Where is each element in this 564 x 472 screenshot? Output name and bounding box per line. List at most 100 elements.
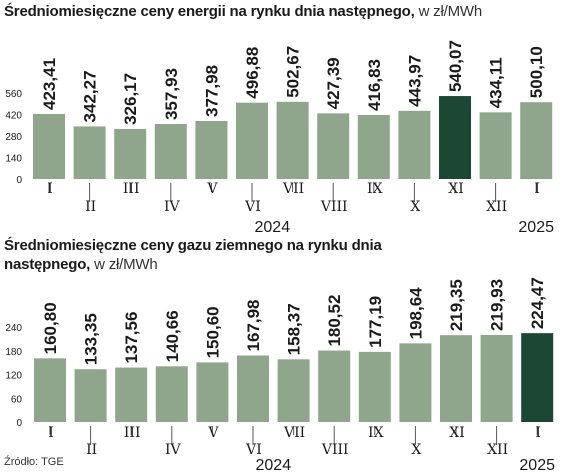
gas-month-label: IV xyxy=(165,442,182,458)
energy-value-label: 357,93 xyxy=(162,68,181,120)
gas-month-label: XI xyxy=(449,425,465,441)
gas-bar xyxy=(277,359,310,422)
gas-value-label: 219,35 xyxy=(447,279,466,331)
energy-y-tick-label: 280 xyxy=(5,132,22,143)
chart-1-title-unit: w zł/MWh xyxy=(414,3,483,20)
energy-bar xyxy=(73,126,106,179)
gas-month-label: VI xyxy=(245,442,262,458)
energy-bars xyxy=(33,96,553,179)
gas-value-label: 180,52 xyxy=(325,295,344,347)
energy-value-label: 377,98 xyxy=(202,65,221,117)
energy-month-label: IX xyxy=(367,181,383,197)
gas-value-label: 140,66 xyxy=(163,310,182,362)
gas-bar xyxy=(521,333,554,422)
energy-bar xyxy=(520,102,553,179)
gas-y-tick-label: 60 xyxy=(11,394,23,405)
gas-year-label: 2024 xyxy=(256,457,292,472)
gas-month-label: I xyxy=(48,425,54,441)
energy-bar xyxy=(439,96,471,179)
energy-bar xyxy=(154,124,187,179)
gas-month-label: II xyxy=(86,442,97,458)
energy-month-label: III xyxy=(123,181,140,197)
chart-2-title: Średniomiesięczne ceny gazu ziemnego na … xyxy=(4,236,424,274)
gas-bar xyxy=(399,343,432,422)
energy-value-label: 423,41 xyxy=(40,58,59,110)
energy-bar xyxy=(114,128,147,179)
energy-value-labels: 423,41 342,27 326,17 357,93 377,98 496,88 502,… xyxy=(40,40,546,125)
energy-value-label: 427,39 xyxy=(324,57,343,109)
gas-month-label: VIII xyxy=(321,442,349,458)
gas-bar xyxy=(196,362,229,422)
energy-bar xyxy=(357,114,390,179)
gas-value-label: 167,98 xyxy=(244,300,263,352)
energy-value-label: 502,67 xyxy=(284,46,303,98)
chart-1-title: Średniomiesięczne ceny energii na rynku … xyxy=(4,2,560,21)
gas-value-label: 198,64 xyxy=(406,287,425,340)
energy-y-axis: 0 140 280 420 560 xyxy=(5,89,22,186)
energy-month-label: IV xyxy=(164,199,181,215)
energy-y-tick-label: 420 xyxy=(5,111,22,122)
energy-value-label: 326,17 xyxy=(121,73,140,125)
source-note: Źródło: TGE xyxy=(4,456,64,468)
gas-year-label: 2025 xyxy=(519,457,555,472)
gas-month-label: V xyxy=(207,425,219,441)
gas-value-label: 133,35 xyxy=(82,313,101,365)
gas-y-tick-label: 180 xyxy=(5,347,22,358)
gas-bar xyxy=(74,369,107,422)
energy-month-label: X xyxy=(410,199,420,215)
energy-bar xyxy=(236,102,268,179)
energy-bar xyxy=(479,112,512,179)
gas-y-tick-label: 240 xyxy=(5,323,22,334)
energy-year-label: 2025 xyxy=(518,219,554,236)
energy-month-label: II xyxy=(85,199,96,215)
chart-2-title-main: Średniomiesięczne ceny gazu ziemnego na … xyxy=(4,237,382,273)
energy-y-tick-label: 0 xyxy=(16,175,22,186)
energy-month-label: I xyxy=(47,181,53,197)
energy-y-tick-label: 140 xyxy=(5,154,22,165)
energy-month-label: V xyxy=(206,181,218,197)
gas-bar xyxy=(480,334,513,422)
energy-year-label: 2024 xyxy=(255,219,291,236)
chart-2-title-unit: w zł/MWh xyxy=(90,256,158,273)
chart-1-title-main: Średniomiesięczne ceny energii na rynku … xyxy=(4,3,415,20)
gas-y-axis: 0 60 120 180 240 xyxy=(5,323,22,429)
gas-bar xyxy=(237,355,269,422)
gas-month-label: III xyxy=(124,425,141,441)
gas-bar xyxy=(358,351,391,422)
energy-month-label: VIII xyxy=(320,199,348,215)
gas-month-label: IX xyxy=(368,425,384,441)
gas-bars xyxy=(34,333,554,422)
energy-value-label: 434,11 xyxy=(487,57,506,108)
energy-month-label: XII xyxy=(486,199,507,215)
gas-value-label: 160,80 xyxy=(41,302,60,354)
energy-month-label: VII xyxy=(282,181,304,197)
energy-bar xyxy=(276,101,309,179)
energy-month-label: I xyxy=(534,181,540,197)
energy-y-tick-label: 560 xyxy=(5,89,22,100)
energy-bar xyxy=(398,110,431,179)
energy-bar xyxy=(33,113,65,179)
gas-y-tick-label: 0 xyxy=(16,418,22,429)
energy-bar xyxy=(317,113,350,179)
gas-bar xyxy=(318,350,351,422)
gas-month-label: VII xyxy=(283,425,305,441)
gas-bar xyxy=(115,367,148,422)
gas-month-label: X xyxy=(411,442,421,458)
gas-bar xyxy=(34,358,66,422)
energy-price-chart: 423,41 342,27 326,17 357,93 377,98 496,88 502,… xyxy=(5,40,554,236)
energy-value-label: 496,88 xyxy=(243,47,262,99)
gas-bar xyxy=(155,366,188,422)
energy-value-label: 443,97 xyxy=(405,55,424,107)
gas-y-tick-label: 120 xyxy=(5,371,22,382)
gas-value-label: 158,37 xyxy=(285,303,304,355)
energy-value-label: 540,07 xyxy=(446,40,465,92)
energy-value-label: 500,10 xyxy=(527,46,546,98)
gas-bar xyxy=(440,335,472,422)
gas-value-label: 219,93 xyxy=(488,279,507,331)
gas-value-label: 137,56 xyxy=(122,312,141,364)
gas-value-label: 224,47 xyxy=(528,277,547,329)
gas-month-label: XII xyxy=(487,442,508,458)
gas-month-label: I xyxy=(535,425,541,441)
